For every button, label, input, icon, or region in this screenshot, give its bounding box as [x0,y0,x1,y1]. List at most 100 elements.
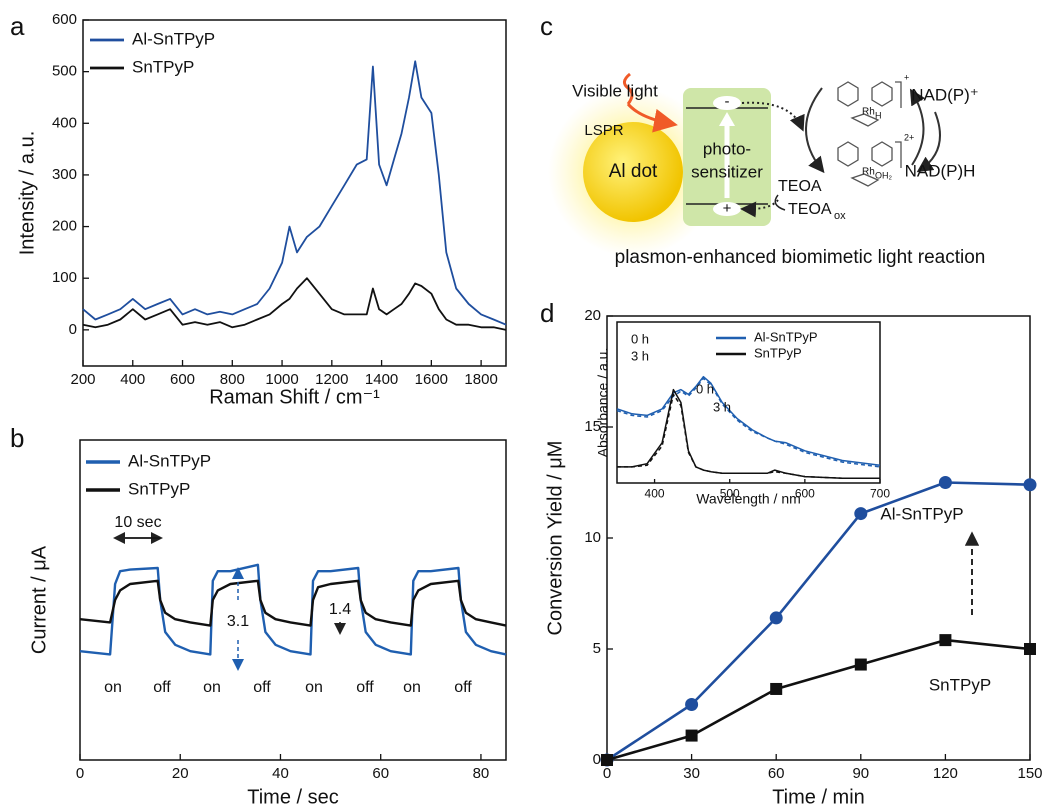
x-tick-label: 150 [1017,765,1042,782]
x-tick-label: 0 [76,765,84,782]
switch-label: on [104,679,122,696]
teoa-arrow [774,194,786,211]
x-tick-label: 60 [768,765,785,782]
switch-label: off [454,679,472,696]
y-tick-label: 5 [593,640,601,657]
hole-label: + [723,200,732,217]
marker [939,634,952,647]
x-tick-label: 600 [795,487,815,501]
x-tick-label: 60 [372,765,389,782]
x-tick-label: 0 [603,765,611,782]
x-axis-label: Time / min [772,786,865,808]
x-tick-label: 400 [120,371,145,388]
complex-charge: 2+ [904,132,914,142]
x-tick-label: 30 [683,765,700,782]
y-tick-label: 20 [584,307,601,324]
complex-metal: Rh [862,107,875,118]
lspr-label: LSPR [584,122,623,139]
sensitizer-label: sensitizer [691,162,763,181]
legend-label: SnTPyP [132,57,194,76]
legend-label: Al-SnTPyP [132,29,215,48]
y-tick-label: 0 [69,321,77,338]
x-tick-label: 20 [172,765,189,782]
donor-label: TEOA [778,178,822,195]
caption: plasmon-enhanced biomimetic light reacti… [615,247,986,268]
switch-label: off [356,679,374,696]
sensitizer-label: photo- [703,139,751,158]
marker [769,611,783,625]
light-arrow [623,72,672,124]
annotation: 3 h [713,399,731,414]
x-tick-label: 90 [852,765,869,782]
y-axis-label: Conversion Yield / μM [544,441,566,636]
cycle-arrow [805,87,825,174]
plot-frame [82,19,507,367]
series-line [606,638,1031,762]
marker [938,476,952,489]
switch-label: off [153,679,171,696]
x-tick-label: 1600 [415,371,448,388]
series-line [79,579,507,627]
diagram [548,72,941,257]
annotation: 0 h [696,381,714,396]
marker [1023,478,1037,492]
cofactor-label: NAD(P)H [905,161,976,180]
complex-ligand: OH₂ [875,170,893,180]
x-axis-label: Time / sec [247,786,339,808]
x-tick-label: 1800 [464,371,497,388]
marker [854,507,868,521]
x-tick-label: 500 [720,487,740,501]
y-tick-label: 15 [584,418,601,435]
marker [854,658,867,671]
electron [713,96,741,110]
switch-label: on [403,679,421,696]
hole [713,202,741,216]
y-axis-label: Absorbance / a.u. [595,348,611,458]
particle-label: Al dot [609,161,658,182]
marker [685,729,698,742]
switch-label: off [253,679,271,696]
switch-label: on [203,679,221,696]
annotation: 3 h [631,348,649,363]
y-tick-label: 600 [52,11,77,28]
switch-label: on [305,679,323,696]
donor-ox-subscript: ox [834,210,846,222]
y-axis-label: Intensity / a.u. [16,131,38,256]
y-tick-label: 300 [52,166,77,183]
annotation: 10 sec [114,514,161,531]
panel-label: b [10,423,24,453]
x-tick-label: 600 [170,371,195,388]
annotation: 0 h [631,331,649,346]
y-tick-label: 100 [52,269,77,286]
x-axis-label: Raman Shift / cm⁻¹ [209,386,380,408]
y-tick-label: 10 [584,529,601,546]
x-tick-label: 40 [272,765,289,782]
annotation: 1.4 [329,601,351,618]
x-tick-label: 1000 [265,371,298,388]
series-line [82,60,507,326]
y-tick-label: 500 [52,63,77,80]
x-tick-label: 1400 [365,371,398,388]
plot-frame [616,321,881,484]
x-tick-label: 1200 [315,371,348,388]
annotation: 3.1 [227,613,249,630]
panel-label: c [540,11,553,41]
cycle-arrow [909,88,926,166]
y-tick-label: 0 [593,751,601,768]
series-line [606,481,1031,762]
x-axis-label: Wavelength / nm [696,491,801,507]
panel-label: a [10,11,25,41]
legend-label: Al-SnTPyP [754,329,818,344]
donor-ox-label: TEOA [788,201,832,218]
y-tick-label: 200 [52,218,77,235]
panel-label: d [540,298,554,328]
x-tick-label: 700 [870,487,890,501]
y-tick-label: 400 [52,114,77,131]
x-tick-label: 80 [473,765,490,782]
series-line [617,393,880,479]
y-axis-label: Current / μA [28,545,50,654]
light-label: Visible light [572,81,658,100]
series-label: Al-SnTPyP [880,504,963,523]
complex-sketch [837,81,902,187]
